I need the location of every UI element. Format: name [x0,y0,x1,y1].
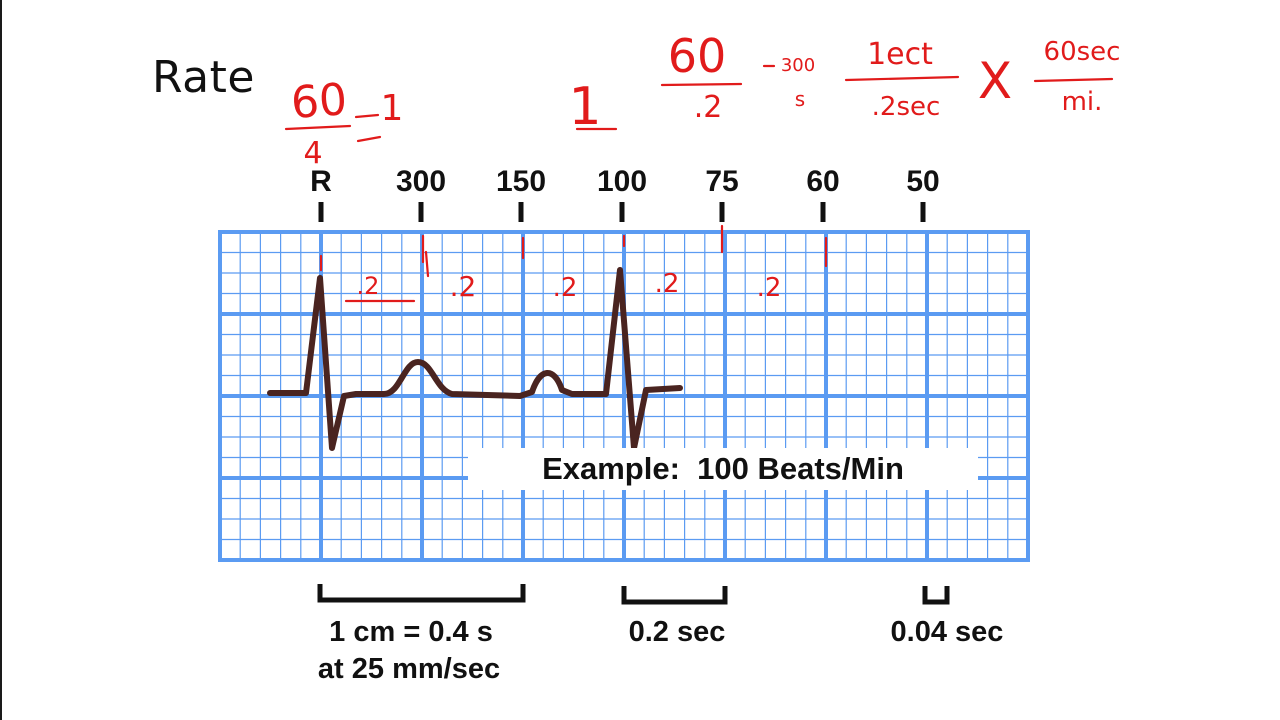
calibration-labels: 1 cm = 0.4 s at 25 mm/sec 0.2 sec 0.04 s… [318,616,1004,685]
annotation-fraction-60-over-4: 60 4 1 [284,74,404,171]
scale-label-60: 60 [806,165,839,198]
calibration-label-1cm-line2: at 25 mm/sec [318,653,500,685]
annotation-fraction-60-over-0-2: 60 .2 300 s [660,29,815,125]
annotation-fraction-2-denominator: .2 [694,90,723,125]
example-label-background [468,448,978,490]
annotation-conversion-term1-bar [844,75,960,82]
annotation-fraction-1-result: 1 [381,88,404,129]
scale-label-75: 75 [705,165,738,198]
annotation-tick-mark-300 [421,234,430,278]
calibration-bracket-0-04-sec [922,586,950,605]
calibration-label-1cm-line1: 1 cm = 0.4 s [329,616,493,648]
calibration-label-0-04-sec: 0.04 sec [891,616,1004,648]
annotation-interval-label-1: .2 [357,272,380,300]
calibration-label-0-2-sec: 0.2 sec [629,616,726,648]
scale-label-100: 100 [597,165,647,198]
annotation-interval-label-2: .2 [450,270,477,303]
ecg-grid-border [218,230,1030,562]
annotation-standalone-one: 1 [568,77,618,137]
calibration-bracket-1cm [317,584,526,603]
annotation-interval-label-4: .2 [655,269,680,299]
calibration-bracket-0-2-sec [621,586,728,605]
slide-left-border [0,0,2,720]
annotation-fraction-2-result: 300 [781,55,815,76]
annotation-equals-bottom [356,135,382,143]
annotation-fraction-1-denominator: 4 [303,136,322,171]
slide-title: Rate [152,52,255,103]
scale-label-r: R [310,165,332,198]
calibration-brackets [317,584,950,605]
annotation-fraction-2-unit: s [795,87,805,111]
annotation-conversion-operator: X [978,52,1012,110]
annotation-interval-label-3: .2 [553,273,578,303]
annotation-fraction-2-numerator: 60 [668,29,727,83]
ecg-scale-labels: R 300 150 100 75 60 50 [310,165,940,198]
annotation-conversion: 1ect .2sec X 60sec mi. [844,37,1121,122]
annotation-standalone-one-text: 1 [568,77,601,137]
annotation-interval-labels: .2 .2 .2 .2 .2 [344,269,782,303]
annotation-conversion-term2-bar [1033,77,1114,83]
example-label: Example: 100 Beats/Min [542,451,904,486]
annotation-fraction-1-bar [284,124,352,131]
ecg-scale-ticks [318,202,926,222]
scale-label-50: 50 [906,165,939,198]
annotation-interval-label-5: .2 [757,273,782,303]
annotation-conversion-term1-denominator: .2sec [872,92,941,122]
annotation-equals-top [354,113,380,119]
annotation-tick-marks [319,224,828,278]
annotation-conversion-term1-numerator: 1ect [867,37,933,72]
handwritten-annotations: 60 4 1 1 60 .2 300 s [284,29,1121,303]
example-label-group: Example: 100 Beats/Min [468,448,978,490]
annotation-conversion-term2-denominator: mi. [1062,87,1103,117]
annotation-fraction-2-bar [660,82,743,87]
annotation-conversion-term2-numerator: 60sec [1044,37,1121,67]
scale-label-150: 150 [496,165,546,198]
ecg-waveform [267,267,683,451]
annotation-fraction-1-numerator: 60 [289,74,348,129]
scale-label-300: 300 [396,165,446,198]
